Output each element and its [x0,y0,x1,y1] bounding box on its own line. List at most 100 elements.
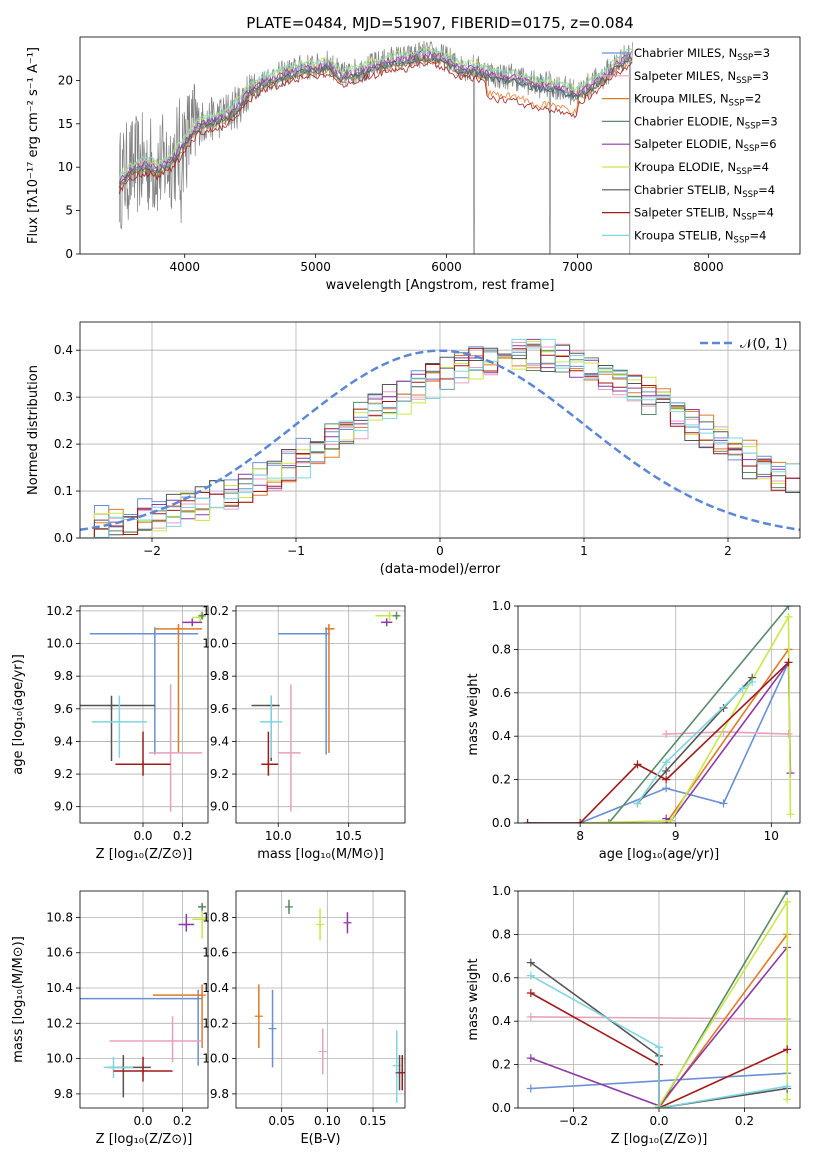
series-point-salpeter_stelib [662,775,671,784]
plot-area-mass_weight_vs_age [523,606,795,823]
y-tick-label: 0.2 [54,437,73,451]
errorbar-kroupa_miles [152,984,207,1049]
axes-frame [517,605,801,824]
marker-kroupa_stelib [109,1063,118,1072]
x-tick-label: −2 [143,544,161,558]
marker-salpeter_elodie [188,618,197,627]
errorbar-chabrier_elodie [284,899,293,914]
plot-area-age_vs_mass [251,611,401,812]
legend-label-kroupa_stelib: Kroupa STELIB, NSSP=4 [634,228,766,245]
series-point-kroupa_elodie [783,1095,792,1104]
series-point-kroupa_elodie [783,897,792,906]
x-tick-label: 5000 [300,260,331,274]
series-point-kroupa_stelib [655,1104,663,1108]
y-axis-label: Normed distribution [26,365,41,495]
y-tick-label: 0.3 [54,390,73,404]
legend-label-normal: 𝒩(0, 1) [740,337,787,352]
x-axis-label: (data-model)/error [380,562,501,577]
y-tick-label: 10.4 [202,981,229,995]
y-tick-label: 0.4 [492,1014,511,1028]
series-point-salpeter_miles [662,730,671,739]
model-spectrum-kroupa_stelib [118,47,632,180]
y-tick-label: 9.0 [210,800,229,814]
marker-salpeter_elodie [382,618,391,627]
series-point-kroupa_elodie [784,612,793,621]
series-point-chabrier_elodie [783,891,792,895]
series-point-kroupa_stelib [738,684,747,693]
model-spectrum-kroupa_elodie [118,45,632,180]
errorbar-kroupa_stelib [259,695,283,758]
y-tick-label: 0.1 [54,484,73,498]
model-spectrum-salpeter_stelib [118,61,632,195]
y-tick-label: 9.8 [210,669,229,683]
series-point-salpeter_stelib [633,760,642,769]
errorbar-salpeter_miles [148,684,203,812]
errorbar-salpeter_miles [109,1016,203,1063]
series-point-salpeter_miles [784,730,793,739]
axes-frame [79,321,801,539]
marker-chabrier_elodie [198,611,207,620]
y-tick-label: 15 [58,117,73,131]
panel-mass_vs_Z: 0.0 0.2 9.8 10.0 10.2 10.4 10.6 10.8 Z [log₁₀(Z/… [11,890,209,1147]
y-tick-label: 0.2 [492,773,511,787]
x-tick-label: 10.0 [265,829,292,843]
y-axis-label: age [log₁₀(age/yr)] [11,654,26,775]
x-tick-label: 0.0 [133,829,152,843]
series-point-salpeter_stelib [526,988,535,997]
marker-chabrier_elodie [284,902,293,911]
x-tick-label: 8 [576,829,584,843]
x-tick-label: 0.2 [173,829,192,843]
marker-salpeter_miles [318,1047,327,1056]
y-tick-label: 9.6 [54,702,73,716]
y-tick-label: 10 [58,160,73,174]
x-tick-label: 9 [672,829,680,843]
x-axis-label: age [log₁₀(age/yr)] [599,847,720,862]
y-tick-label: 10.0 [46,1052,73,1066]
plot-area-mass_weight_vs_Z [526,891,792,1108]
marker-chabrier_miles [194,994,203,1003]
errorbar-kroupa_miles [154,623,203,753]
legend: Chabrier MILES, NSSP=3 Salpeter MILES, NS… [602,46,778,245]
series-line-chabrier_miles [527,662,790,823]
plot-area-spectrum [118,40,633,254]
series-line-kroupa_stelib [636,681,753,804]
x-axis-label: mass [log₁₀(M/M⊙)] [257,847,384,862]
legend-label-kroupa_miles: Kroupa MILES, NSSP=2 [634,92,761,109]
x-tick-label: 4000 [169,260,200,274]
series-line-salpeter_stelib [527,661,790,823]
y-tick-label: 1.0 [492,884,511,898]
errorbar-salpeter_stelib [261,731,279,776]
series-point-chabrier_elodie [604,819,613,823]
y-tick-label: 10.0 [202,637,229,651]
y-tick-label: 0.6 [492,971,511,985]
axes-frame [235,890,406,1109]
series-point-salpeter_miles [526,1012,535,1021]
histogram-kroupa_stelib [80,338,800,538]
marker-chabrier_stelib [107,701,116,710]
x-tick-label: 8000 [693,260,724,274]
y-tick-label: 10.8 [202,910,229,924]
errorbar-salpeter_miles [318,1028,327,1075]
y-tick-label: 10.2 [202,604,229,618]
marker-kroupa_elodie [385,611,394,620]
series-point-chabrier_miles [526,1084,535,1093]
y-tick-label: 1.0 [492,599,511,613]
marker-salpeter_stelib [139,1066,148,1075]
y-tick-label: 9.8 [54,669,73,683]
y-tick-label: 0.0 [492,1101,511,1115]
errorbar-kroupa_stelib [91,695,147,758]
errorbar-kroupa_miles [254,984,263,1049]
panel-mass_weight_vs_Z: −0.2 0.0 0.2 0.0 0.2 0.4 0.6 0.8 1.0 Z [log₁₀(Z/Z… [466,884,801,1147]
marker-chabrier_elodie [198,902,207,911]
y-tick-label: 9.4 [54,734,73,748]
observed-spectrum-line [118,40,633,254]
y-tick-label: 9.8 [54,1087,73,1101]
x-tick-label: 1 [580,544,588,558]
y-tick-label: 0.8 [492,642,511,656]
errorbar-salpeter_elodie [178,913,195,932]
series-point-chabrier_miles [662,784,671,793]
marker-chabrier_miles [268,1024,277,1033]
series-point-kroupa_stelib [633,799,642,808]
series-point-kroupa_stelib [748,677,757,686]
